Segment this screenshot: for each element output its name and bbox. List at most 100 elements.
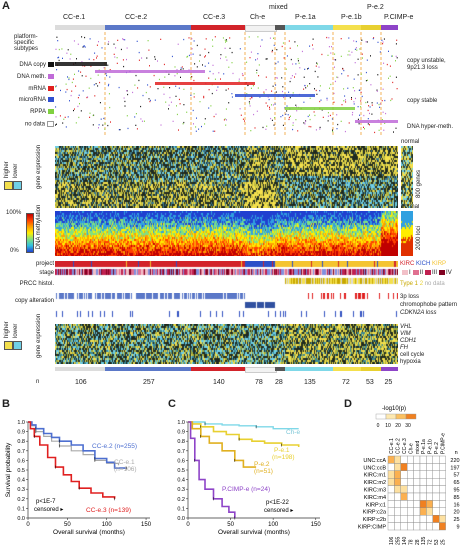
platform-tick (316, 62, 318, 64)
platform-tick (347, 87, 349, 89)
platform-tick (388, 50, 389, 52)
platform-tick (117, 39, 119, 41)
platform-tick (183, 88, 185, 90)
platform-tick (115, 47, 117, 49)
platform-tick (334, 66, 335, 68)
platform-tick (107, 124, 109, 127)
platform-tick (379, 106, 381, 108)
higher-label-2: higher (4, 321, 10, 338)
platform-tick (329, 87, 330, 89)
y-tick-label: 0.3 (177, 487, 185, 493)
platform-tick (75, 122, 77, 124)
matrix-cell (406, 507, 414, 516)
platform-tick (96, 44, 98, 46)
matrix-row-n: 197 (450, 465, 459, 471)
platform-tick (225, 39, 227, 41)
platform-tick (364, 128, 365, 130)
platform-tick (178, 87, 180, 89)
platform-tick (370, 55, 371, 57)
platform-tick (229, 37, 231, 39)
platform-tick (260, 45, 261, 47)
y-axis-label: Survival probability (5, 442, 12, 497)
platform-tick (391, 55, 393, 57)
series-label-pe1: P-e.1 (274, 447, 290, 454)
matrix-cell (387, 485, 395, 494)
matrix-row-n: 65 (453, 480, 459, 486)
platform-tick (270, 117, 272, 120)
platform-tick (224, 39, 226, 41)
platform-tick (295, 73, 297, 75)
matrix-cell (432, 500, 440, 509)
platform-tick (85, 75, 87, 77)
platform-tick (58, 48, 60, 51)
cluster-bar-segment-8 (381, 367, 398, 371)
platform-tick (176, 69, 178, 71)
platform-tick (290, 77, 292, 79)
platform-tick (289, 80, 291, 83)
platform-band (355, 120, 398, 123)
platform-tick (248, 36, 250, 38)
higher-label: higher (4, 161, 10, 178)
platform-tick (309, 83, 311, 85)
platform-tick (275, 91, 277, 93)
matrix-col-label: P-e.2 (434, 442, 440, 454)
scale-label: -log10(p) (382, 406, 406, 412)
x-tick-label: 150 (141, 522, 152, 528)
matrix-cell (413, 477, 421, 486)
platform-tick (78, 116, 80, 119)
copy-alteration-rows (55, 293, 398, 321)
platform-tick (98, 41, 99, 43)
matrix-row-label: UNC:ccA (363, 458, 386, 464)
platform-tick (353, 40, 355, 42)
matrix-col-label: Ch-e (408, 443, 414, 454)
platform-tick (163, 86, 165, 88)
matrix-col-n: 106 (389, 536, 395, 545)
platform-tick (247, 84, 249, 86)
platform-tick (249, 103, 251, 105)
stage-swatch-1 (412, 270, 419, 275)
platform-tick (251, 96, 253, 99)
survival-curve (188, 421, 236, 518)
cluster-label-1: CC-e.2 (125, 14, 148, 21)
matrix-cell (438, 500, 446, 509)
platform-tick (238, 78, 240, 80)
platform-tick (137, 87, 139, 89)
platform-tick (292, 122, 294, 124)
panel-c-letter: C (168, 398, 176, 410)
matrix-row-label: KIRC:m4 (364, 495, 386, 501)
platform-tick (361, 39, 363, 41)
platform-tick (288, 118, 290, 121)
platform-tick (212, 130, 214, 132)
platform-tick (217, 86, 219, 88)
platform-tick (319, 126, 321, 129)
matrix-row-n: 85 (453, 495, 459, 501)
platform-tick (320, 99, 322, 101)
y-tick-label: 0.4 (17, 478, 25, 484)
matrix-cell (438, 455, 446, 464)
platform-tick (100, 118, 102, 120)
matrix-cell (387, 500, 395, 509)
matrix-cell (419, 492, 427, 501)
matrix-cell (419, 470, 427, 479)
cluster-bar-segment-6 (333, 25, 361, 30)
matrix-cell (387, 492, 395, 501)
platform-tick (385, 112, 387, 115)
platform-tick (283, 96, 285, 99)
cluster-bar-segment-8 (381, 25, 398, 30)
platform-tick (287, 114, 289, 116)
platform-tick (180, 69, 182, 71)
platform-tick (318, 66, 320, 68)
platform-tick (107, 85, 109, 87)
platform-tick (116, 62, 118, 64)
matrix-cell (426, 514, 434, 523)
cluster-n-6: 72 (342, 379, 350, 386)
platform-tick (122, 59, 124, 61)
platform-tick (226, 59, 228, 61)
cluster-label-4: mixed (269, 4, 288, 11)
platform-tick (138, 79, 140, 82)
matrix-cell (387, 522, 395, 531)
platform-tick (180, 76, 181, 78)
platform-tick (226, 119, 227, 121)
platform-tick (327, 115, 329, 117)
platform-tick (297, 60, 299, 62)
